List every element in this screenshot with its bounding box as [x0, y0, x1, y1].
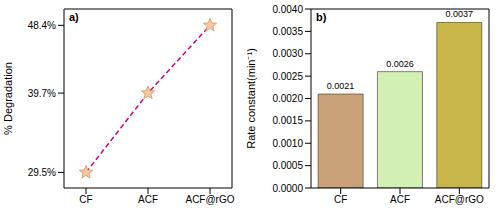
svg-text:ACF@rGO: ACF@rGO: [435, 194, 484, 205]
svg-text:ACF: ACF: [390, 194, 410, 205]
svg-text:39.7%: 39.7%: [28, 88, 56, 99]
svg-text:ACF: ACF: [138, 194, 158, 205]
html-text:b): b): [316, 11, 327, 23]
svg-text:0.0025: 0.0025: [272, 71, 303, 82]
svg-text:Rate constant(min⁻¹): Rate constant(min⁻¹): [245, 48, 257, 149]
svg-text:0.0026: 0.0026: [386, 59, 414, 69]
svg-text:CF: CF: [79, 194, 92, 205]
html-text:a): a): [69, 11, 79, 23]
svg-text:48.4%: 48.4%: [28, 20, 56, 31]
svg-text:0.0037: 0.0037: [446, 9, 474, 19]
svg-text:0.0030: 0.0030: [272, 48, 303, 59]
svg-text:ACF@rGO: ACF@rGO: [185, 194, 234, 205]
svg-text:0.0000: 0.0000: [272, 183, 303, 194]
svg-text:0.0010: 0.0010: [272, 138, 303, 149]
svg-text:29.5%: 29.5%: [28, 167, 56, 178]
svg-text:0.0015: 0.0015: [272, 115, 303, 126]
svg-text:0.0021: 0.0021: [327, 81, 355, 91]
svg-text:0.0040: 0.0040: [272, 4, 303, 15]
svg-text:CF: CF: [334, 194, 347, 205]
svg-text:% Degradation: % Degradation: [8, 62, 14, 135]
svg-text:0.0035: 0.0035: [272, 26, 303, 37]
svg-text:0.0005: 0.0005: [272, 160, 303, 171]
svg-text:0.0020: 0.0020: [272, 93, 303, 104]
